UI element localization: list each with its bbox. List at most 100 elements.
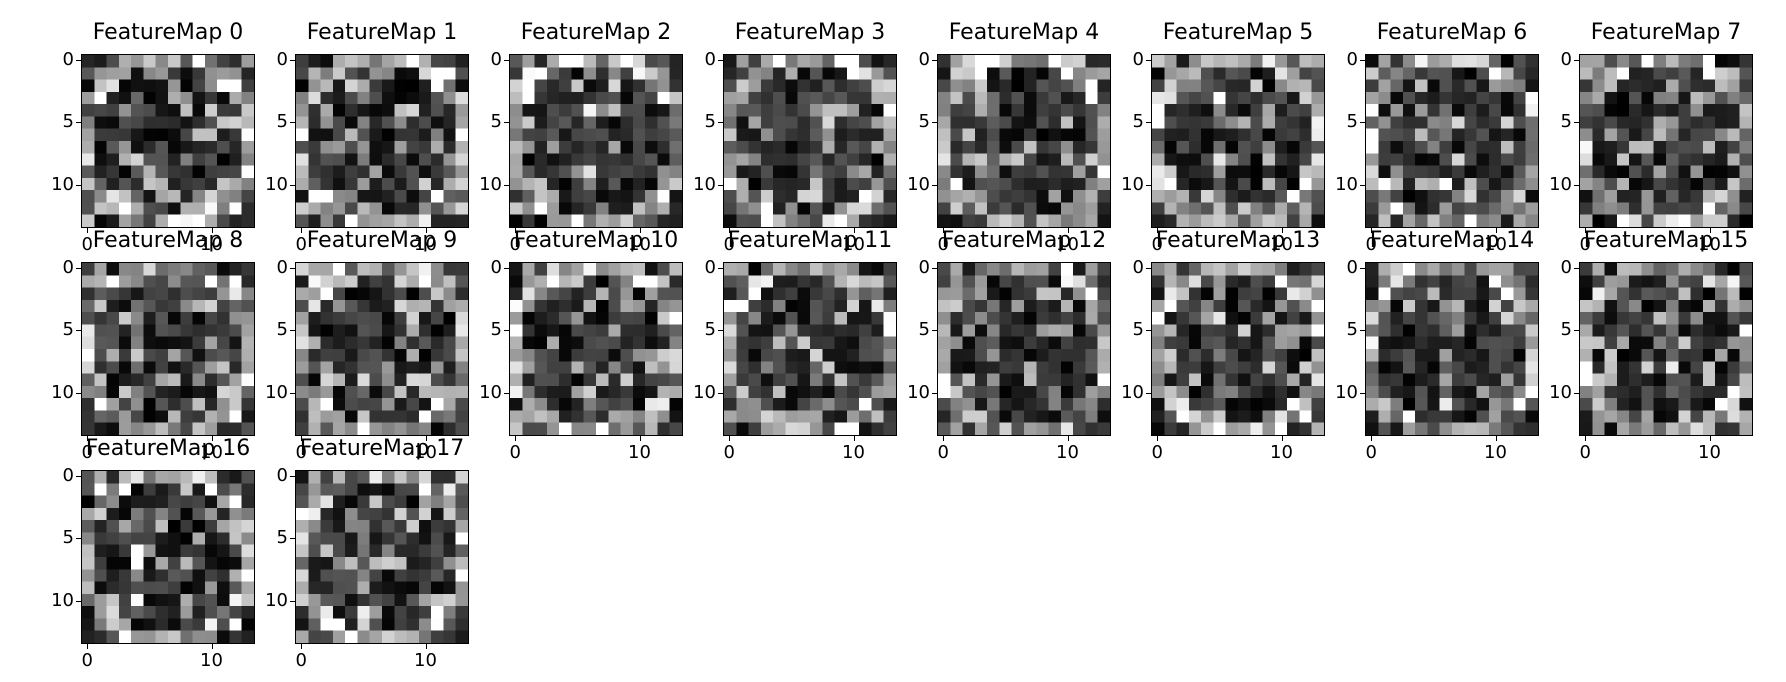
heatmap-cell [106,361,120,374]
heatmap-cell [1592,336,1605,350]
heatmap-cell [834,202,848,215]
heatmap-cell [1641,422,1654,435]
heatmap-cell [192,202,206,215]
heatmap-cell [645,141,658,154]
heatmap-cell [1513,299,1526,313]
heatmap-cell [1164,312,1177,325]
heatmap-cell [1641,336,1654,350]
heatmap-cell [1727,324,1740,337]
heatmap-cell [1690,324,1704,337]
heatmap-cell [534,287,548,301]
y-tick-label: 0 [918,49,930,71]
heatmap-cell [546,67,560,80]
heatmap-cell [1238,422,1251,435]
heatmap-cell [510,410,523,423]
heatmap-cell [620,67,634,80]
heatmap-cell [1415,91,1428,105]
heatmap-cell [1188,385,1202,399]
heatmap-image [81,262,255,436]
heatmap-cell [82,581,95,595]
heatmap-cell [1488,153,1502,166]
heatmap-cell [736,275,749,288]
heatmap-cell [241,361,254,374]
heatmap-cell [1678,190,1691,203]
heatmap-cell [522,79,535,93]
heatmap-cell [443,569,456,582]
heatmap-cell [724,79,737,93]
heatmap-cell [534,202,548,215]
heatmap-cell [657,336,670,350]
heatmap-cell [645,275,658,288]
heatmap-cell [320,263,334,276]
heatmap-cell [296,557,309,570]
heatmap-cell [1501,336,1514,350]
heatmap-cell [1188,336,1202,350]
heatmap-cell [773,202,786,215]
heatmap-cell [455,324,468,337]
heatmap-cell [1250,91,1263,105]
heatmap-cell [296,67,309,80]
heatmap-cell [1250,79,1263,93]
heatmap-cell [1452,398,1465,411]
heatmap-cell [1048,410,1062,423]
heatmap-cell [736,67,749,80]
heatmap-cell [760,373,774,387]
heatmap-cell [217,153,230,166]
heatmap-cell [1580,336,1593,350]
heatmap-cell [608,202,621,215]
heatmap-cell [1580,67,1593,80]
heatmap-cell [645,55,658,68]
heatmap-cell [1702,91,1716,105]
heatmap-cell [938,422,951,435]
heatmap-cell [645,312,658,325]
heatmap-cell [131,398,144,411]
heatmap-cell [1488,116,1502,129]
heatmap-cell [962,275,976,288]
heatmap-cell [583,190,597,203]
heatmap-cell [510,116,523,129]
heatmap-cell [192,165,206,179]
heatmap-cell [810,177,823,191]
heatmap-cell [296,532,309,545]
y-tick-mark [1146,122,1151,124]
heatmap-cell [748,287,762,301]
heatmap-cell [168,141,181,154]
heatmap-cell [1739,275,1752,288]
heatmap-cell [657,410,670,423]
heatmap-cell [962,55,976,68]
heatmap-cell [229,483,242,496]
heatmap-cell [999,336,1012,350]
heatmap-cell [1464,336,1477,350]
heatmap-cell [657,398,670,411]
heatmap-image [509,262,683,436]
panel-title: FeatureMap 17 [299,436,465,461]
y-tick-mark [1360,268,1365,270]
heatmap-cell [1629,410,1642,423]
heatmap-cell [785,104,798,117]
heatmap-cell [748,214,762,227]
heatmap-cell [443,275,456,288]
heatmap-cell [394,422,407,435]
heatmap-cell [583,165,597,179]
heatmap-cell [394,349,407,362]
heatmap-cell [510,55,523,68]
heatmap-cell [883,165,896,179]
heatmap-cell [950,214,963,227]
heatmap-cell [443,361,456,374]
heatmap-cell [632,67,646,80]
heatmap-cell [571,385,584,399]
heatmap-cell [1666,190,1679,203]
heatmap-cell [418,373,432,387]
panel-title: FeatureMap 15 [1583,228,1749,253]
heatmap-cell [1629,349,1642,362]
heatmap-cell [760,385,774,399]
heatmap-cell [192,275,206,288]
heatmap-cell [1188,422,1202,435]
heatmap-cell [217,165,230,179]
heatmap-cell [1299,128,1312,142]
heatmap-cell [418,398,432,411]
heatmap-cell [1225,336,1239,350]
heatmap-cell [217,507,230,521]
heatmap-cell [1702,263,1716,276]
y-tick-mark [290,600,295,602]
